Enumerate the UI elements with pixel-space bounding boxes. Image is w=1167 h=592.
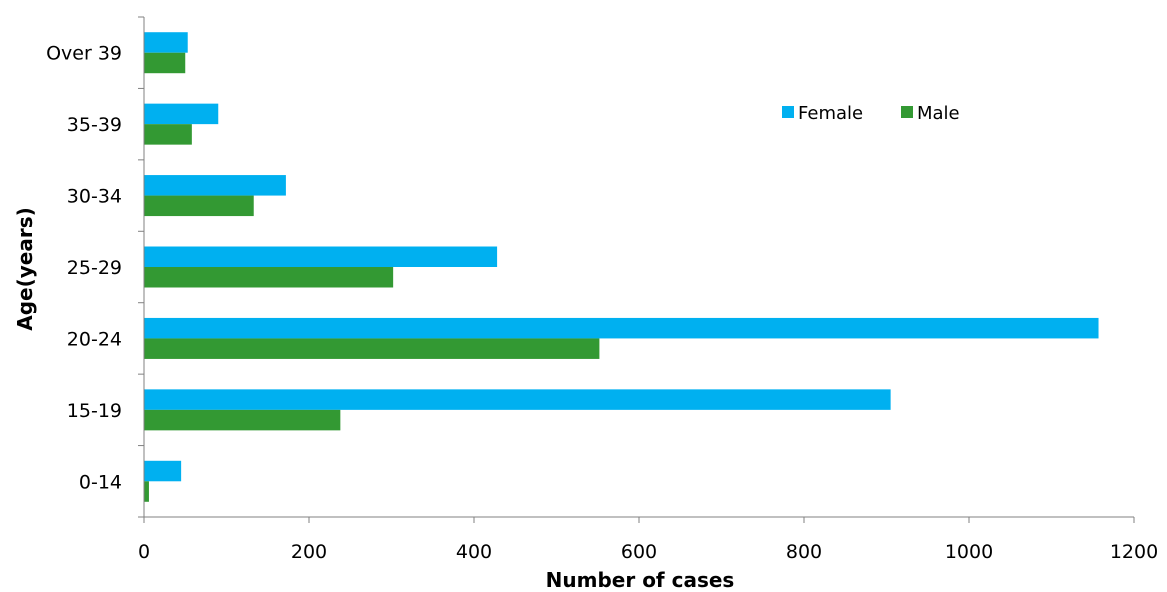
y-tick-label: 0-14 [79,471,122,493]
y-axis-title: Age(years) [13,207,37,331]
bar-female-20-24 [144,317,1099,339]
x-tick-label: 400 [456,541,492,563]
y-tick-label: 30-34 [67,186,122,208]
x-tick-label: 1200 [1110,541,1158,563]
bar-male-15-19 [144,409,341,431]
bar-female-35-39 [144,103,219,125]
bar-female-15-19 [144,389,891,410]
legend: Female Male [782,103,960,124]
bar-male-20-24 [144,338,600,359]
bar-female-30-34 [144,175,286,196]
y-tick-label: 20-24 [67,328,122,350]
legend-swatch-female [782,106,794,118]
x-tick-label: 0 [138,541,150,563]
bar-male-30-34 [144,195,254,217]
y-tick-label: 35-39 [67,114,122,136]
bar-female-0-14 [144,460,182,482]
bars-layer [144,32,1099,502]
legend-swatch-male [901,106,913,118]
x-tick-label: 200 [291,541,327,563]
y-tick-label: Over 39 [46,43,122,65]
x-axis-title: Number of cases [546,568,735,592]
y-tick-label: 25-29 [67,257,122,279]
bar-male-over-39 [144,52,186,74]
x-axis-ticks: 0 200 400 600 800 1000 1200 [138,517,1158,563]
bar-male-35-39 [144,124,192,145]
bar-female-25-29 [144,246,498,267]
legend-label-female: Female [798,103,863,124]
y-tick-label: 15-19 [67,400,122,422]
x-tick-label: 600 [621,541,657,563]
x-tick-label: 800 [786,541,822,563]
y-axis-ticks: 0-14 15-19 20-24 25-29 30-34 35-39 Over 39 [46,16,144,518]
bar-male-25-29 [144,267,394,288]
x-tick-label: 1000 [945,541,993,563]
bar-female-over-39 [144,32,188,53]
bar-male-0-14 [144,481,149,502]
legend-label-male: Male [917,103,960,124]
